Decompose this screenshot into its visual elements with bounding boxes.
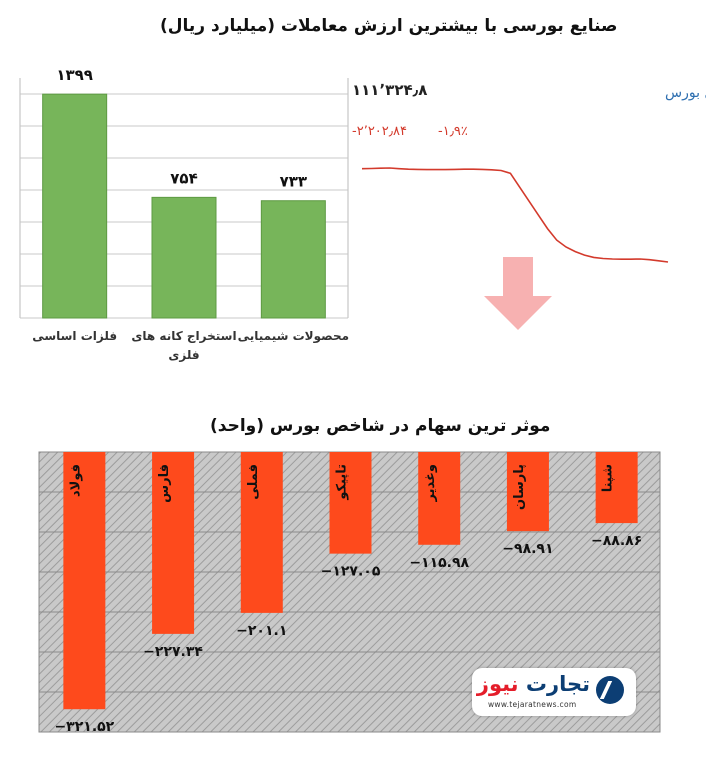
bar: [151, 196, 217, 319]
bar-value-label: −۱۲۷.۰۵: [321, 564, 381, 580]
down-arrow-icon: [484, 257, 552, 330]
logo-name-part2: نیوز: [476, 672, 519, 696]
bar: [595, 452, 638, 524]
category-label: فملی: [246, 464, 261, 500]
category-label: فولاد: [68, 464, 83, 497]
bar: [152, 452, 195, 634]
category-label: فلزی: [168, 348, 199, 362]
top-chart-title: صنایع بورسی با بیشترین ارزش معاملات (میل…: [160, 16, 618, 36]
bar-value-label: −۹۸.۹۱: [502, 541, 553, 557]
category-label: تاپیکو: [335, 464, 350, 501]
bar: [63, 452, 106, 710]
bar: [506, 452, 549, 532]
logo-name-part1: تجارت: [525, 672, 590, 696]
category-label: محصولات شیمیایی: [238, 329, 349, 344]
bar-value-label: −۸۸.۸۶: [591, 533, 642, 549]
category-label: فلزات اساسی: [32, 329, 117, 343]
index-intraday-line: [361, 167, 669, 263]
bar-value-label: ۷۵۴: [170, 169, 197, 187]
bar-value-label: ۷۳۳: [280, 173, 307, 191]
bar: [418, 452, 461, 545]
industry-bar-chart: ۱۳۹۹ فلزات اساسی ۷۵۴ استخراج کانه های فلزی ۷۳…: [19, 66, 349, 362]
index-panel: ۱۱۱٬۳۲۴٫۸ کل بورس -۲٬۲۰۲٫۸۴ -۱٫۹٪: [352, 81, 706, 330]
index-value: ۱۱۱٬۳۲۴٫۸: [352, 81, 427, 99]
index-change-percent: -۱٫۹٪: [438, 124, 468, 139]
bar: [260, 200, 326, 319]
bar-value-label: ۱۳۹۹: [56, 66, 93, 84]
category-label: شپنا: [601, 464, 616, 492]
top-section-svg: ۱۳۹۹ فلزات اساسی ۷۵۴ استخراج کانه های فلزی ۷۳…: [19, 66, 706, 362]
bar: [42, 93, 108, 319]
bar: [240, 452, 283, 613]
index-name: کل بورس: [665, 85, 706, 101]
index-change: -۲٬۲۰۲٫۸۴: [352, 124, 407, 139]
category-label: فارس: [157, 464, 172, 503]
logo-url: www.tejaratnews.com: [488, 700, 577, 709]
category-label: پارسان: [512, 464, 527, 510]
tejarat-news-logo: تجارت نیوز www.tejaratnews.com: [472, 668, 636, 716]
bar-value-label: −۲۲۷.۳۴: [143, 644, 203, 660]
bar-value-label: −۳۲۱.۵۲: [54, 719, 114, 735]
logo-name: تجارت نیوز: [477, 672, 590, 696]
category-label: وغدیر: [423, 464, 438, 502]
bar-value-label: −۲۰۱.۱: [236, 623, 287, 639]
category-label: استخراج کانه های: [131, 329, 236, 343]
bar: [329, 452, 372, 554]
stocks-bar-chart: −۳۲۱.۵۲ فولاد −۲۲۷.۳۴ فارس −۲۰۱.۱ فملی −۱۲۷.۰۵…: [54, 452, 642, 735]
bar-value-label: −۱۱۵.۹۸: [409, 555, 469, 571]
tejarat-logo-icon: [596, 676, 625, 704]
bottom-chart-title: موثر ترین سهام در شاخص بورس (واحد): [210, 416, 551, 436]
